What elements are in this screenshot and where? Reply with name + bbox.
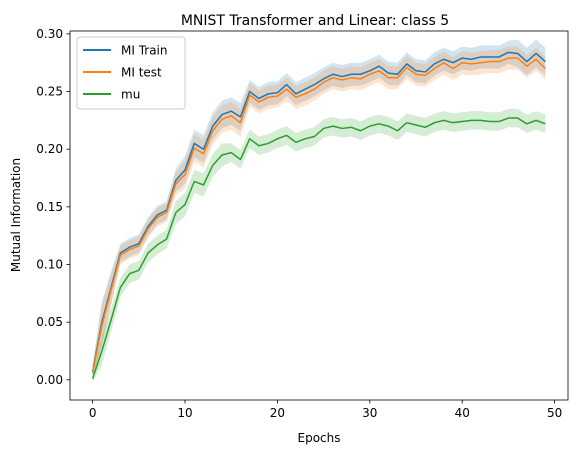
legend-label-0: MI Train (121, 44, 168, 58)
x-tick-label: 40 (455, 406, 470, 420)
x-axis-label: Epochs (298, 431, 341, 445)
x-axis: 0 10 20 30 40 50 (89, 400, 562, 420)
series-band-2 (92, 108, 546, 383)
legend-box (76, 36, 186, 110)
x-tick-label: 30 (362, 406, 377, 420)
x-tick-label: 0 (89, 406, 97, 420)
y-tick-label: 0.20 (36, 142, 63, 156)
y-tick-label: 0.30 (36, 27, 63, 41)
x-tick-label: 10 (177, 406, 192, 420)
y-tick-label: 0.10 (36, 258, 63, 272)
legend-label-2: mu (121, 88, 140, 102)
y-tick-label: 0.25 (36, 85, 63, 99)
x-tick-label: 50 (547, 406, 562, 420)
series-line-2 (91, 117, 546, 379)
legend-label-1: MI test (121, 66, 162, 80)
y-tick-label: 0.05 (36, 315, 63, 329)
series-line-0 (91, 51, 546, 372)
y-tick-label: 0.15 (36, 200, 63, 214)
plot-area (91, 39, 546, 383)
x-tick-label: 20 (270, 406, 285, 420)
axes-frame (69, 30, 569, 401)
y-axis-label: Mutual Information (9, 158, 23, 272)
series-line-1 (91, 57, 546, 374)
y-axis: 0.00 0.05 0.10 0.15 0.20 0.25 0.30 (36, 27, 70, 387)
y-tick-label: 0.00 (36, 373, 63, 387)
legend: MI Train MI test mu (76, 36, 186, 110)
chart-title: MNIST Transformer and Linear: class 5 (181, 13, 449, 29)
